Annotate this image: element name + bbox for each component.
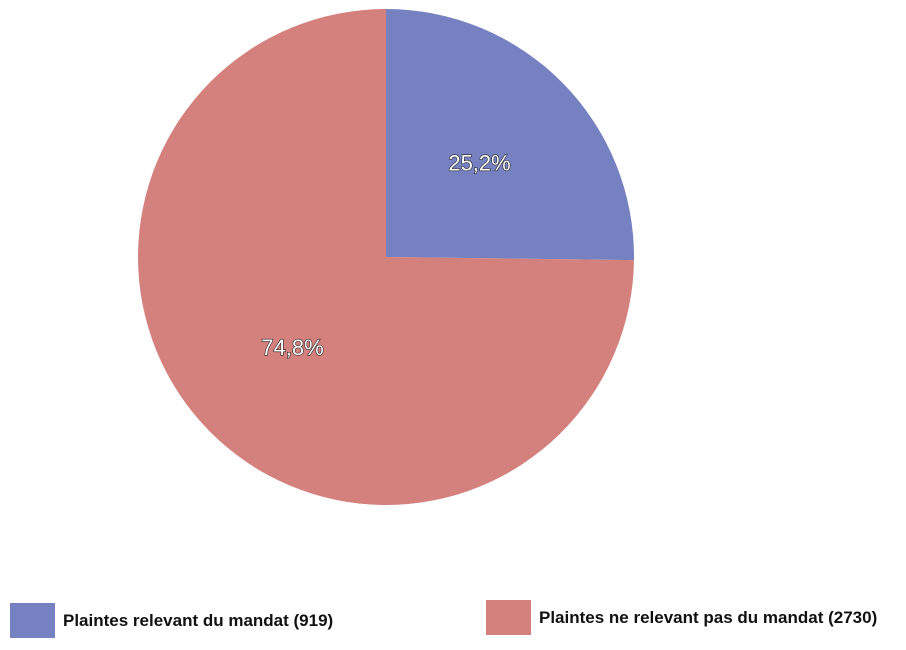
- legend-swatch: [486, 600, 531, 635]
- slice-label: 74,8%: [261, 335, 323, 360]
- pie-slice: [386, 9, 634, 261]
- legend-item: Plaintes ne relevant pas du mandat (2730…: [486, 600, 896, 635]
- pie-slice: [138, 9, 634, 505]
- slice-label: 25,2%: [448, 150, 510, 175]
- legend-label: Plaintes ne relevant pas du mandat (2730…: [539, 607, 878, 627]
- legend-label: Plaintes relevant du mandat (919): [63, 610, 334, 630]
- chart: 25,2% 74,8%: [138, 9, 634, 505]
- legend-item: Plaintes relevant du mandat (919): [10, 603, 430, 638]
- legend-swatch: [10, 603, 55, 638]
